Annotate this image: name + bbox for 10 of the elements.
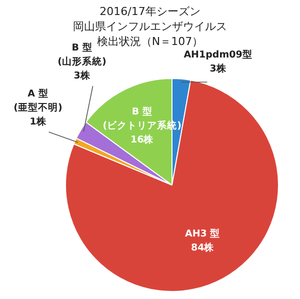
slice-label: AH3 型	[184, 228, 220, 240]
data-label: 16株	[130, 134, 155, 146]
data-label: 84株	[190, 242, 216, 254]
data-label: 3株	[210, 62, 228, 74]
slice-label: A 型 (亜型不明)	[14, 87, 62, 114]
chart-title: 2016/17年シーズン	[100, 4, 200, 18]
data-label: 1株	[30, 115, 48, 128]
chart-subtitle: 岡山県インフルエンザウイルス	[73, 20, 227, 33]
slice-label: AH1pdm09型	[184, 48, 252, 60]
data-label: 3株	[74, 69, 92, 82]
